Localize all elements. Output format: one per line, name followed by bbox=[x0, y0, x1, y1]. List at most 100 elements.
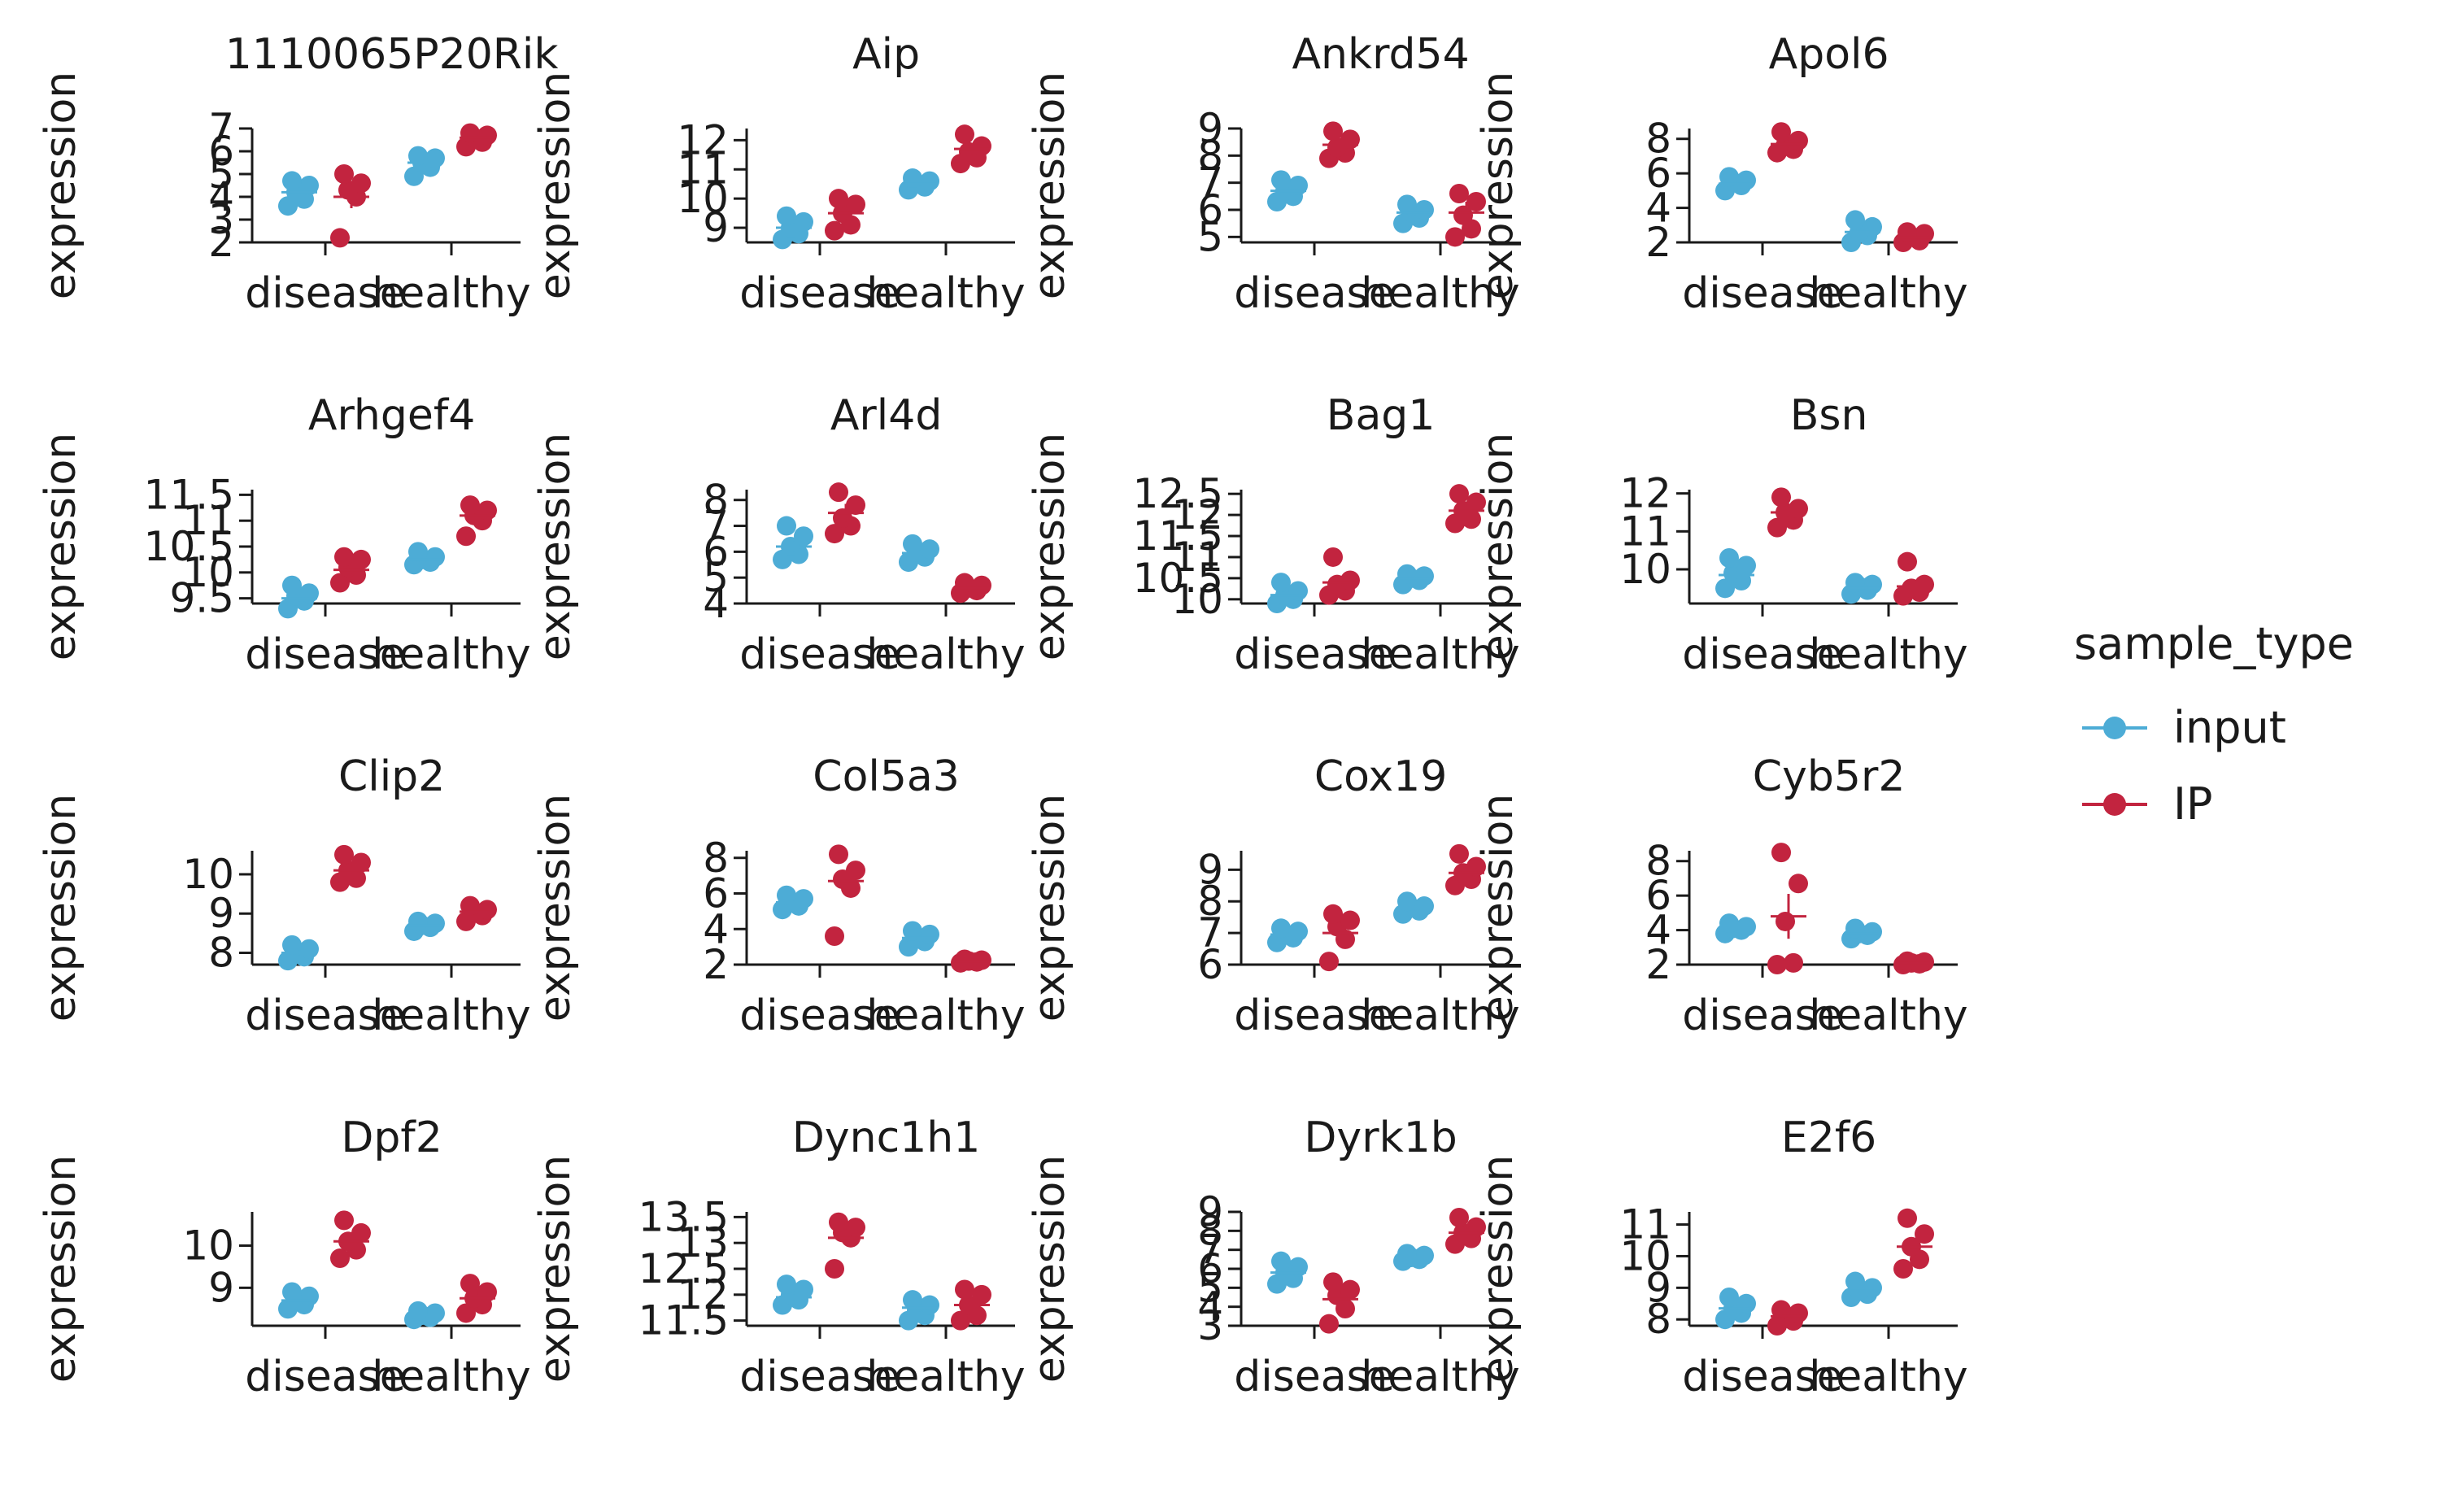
data-point bbox=[1449, 484, 1469, 504]
data-point bbox=[1863, 216, 1882, 237]
data-point bbox=[1340, 129, 1360, 150]
y-tick-label: 6 bbox=[1645, 150, 1671, 197]
data-point bbox=[1719, 1288, 1739, 1307]
data-point bbox=[920, 539, 939, 560]
data-point bbox=[334, 844, 354, 865]
data-point bbox=[1323, 121, 1343, 142]
data-point bbox=[829, 189, 848, 209]
y-axis-label: expression bbox=[1474, 1155, 1523, 1383]
data-point bbox=[1453, 205, 1473, 225]
y-tick-label: 2 bbox=[208, 219, 234, 266]
data-point bbox=[955, 949, 974, 970]
y-axis-label: expression bbox=[1026, 794, 1074, 1022]
data-point bbox=[1340, 1279, 1360, 1300]
y-tick-label: 8 bbox=[1645, 838, 1671, 885]
facet-title: Cyb5r2 bbox=[1753, 752, 1906, 801]
data-point bbox=[1271, 170, 1291, 190]
data-point bbox=[1784, 952, 1803, 973]
data-point bbox=[460, 495, 480, 516]
data-point bbox=[408, 911, 428, 931]
facet-title: Aip bbox=[852, 30, 920, 79]
facet-title: Col5a3 bbox=[813, 752, 960, 801]
data-point bbox=[408, 542, 428, 562]
data-point bbox=[955, 1279, 974, 1300]
data-point bbox=[334, 164, 354, 184]
data-point bbox=[777, 206, 796, 226]
y-tick-label: 4 bbox=[703, 580, 729, 627]
facet-title: Clip2 bbox=[338, 752, 445, 801]
facet-title: Cox19 bbox=[1314, 752, 1447, 801]
data-point bbox=[477, 1282, 497, 1302]
data-point bbox=[1915, 224, 1934, 244]
y-tick-label: 10.5 bbox=[144, 523, 234, 570]
data-point bbox=[1863, 922, 1882, 942]
y-tick-label: 12 bbox=[677, 1271, 729, 1318]
y-tick-label: 10 bbox=[1619, 1232, 1671, 1279]
x-tick-label: disease bbox=[245, 269, 406, 318]
y-tick-label: 11 bbox=[677, 146, 729, 193]
y-tick-label: 4 bbox=[1645, 907, 1671, 954]
data-point bbox=[1736, 556, 1756, 576]
data-point bbox=[1271, 918, 1291, 939]
data-point bbox=[1845, 210, 1865, 230]
y-tick-label: 6 bbox=[1197, 941, 1223, 988]
data-point bbox=[425, 913, 445, 934]
data-point bbox=[477, 125, 497, 146]
x-tick-label: healthy bbox=[372, 269, 530, 318]
facet-title: Dpf2 bbox=[341, 1113, 442, 1162]
data-point bbox=[1323, 547, 1343, 567]
data-point bbox=[1776, 911, 1795, 931]
x-tick-label: healthy bbox=[1361, 269, 1519, 318]
data-point bbox=[794, 889, 813, 909]
y-tick-label: 9 bbox=[208, 1264, 234, 1311]
data-point bbox=[1397, 891, 1417, 912]
x-tick-label: healthy bbox=[1809, 991, 1967, 1040]
y-tick-label: 2 bbox=[703, 941, 729, 988]
y-tick-label: 8 bbox=[1645, 1296, 1671, 1343]
y-tick-label: 11.5 bbox=[1133, 512, 1223, 560]
y-tick-label: 12 bbox=[677, 116, 729, 163]
data-point bbox=[299, 1286, 319, 1306]
y-tick-label: 9 bbox=[1197, 105, 1223, 152]
y-tick-label: 5 bbox=[1197, 1264, 1223, 1311]
y-tick-label: 11 bbox=[1619, 1201, 1671, 1248]
y-tick-label: 8 bbox=[1197, 132, 1223, 179]
y-tick-label: 9 bbox=[703, 204, 729, 251]
data-point bbox=[1767, 955, 1787, 974]
data-point bbox=[794, 526, 813, 547]
x-tick-label: disease bbox=[739, 269, 900, 318]
data-point bbox=[1319, 1314, 1339, 1334]
data-point bbox=[1397, 1244, 1417, 1264]
data-point bbox=[334, 1210, 354, 1231]
data-point bbox=[1414, 566, 1434, 586]
y-tick-label: 3 bbox=[208, 196, 234, 243]
x-tick-label: healthy bbox=[1809, 269, 1967, 318]
data-point bbox=[846, 194, 865, 215]
x-tick-label: healthy bbox=[372, 991, 530, 1040]
data-point bbox=[1736, 1293, 1756, 1314]
x-tick-label: healthy bbox=[1809, 630, 1967, 679]
data-point bbox=[1414, 200, 1434, 220]
facet-title: Dyrk1b bbox=[1304, 1113, 1457, 1162]
data-point bbox=[846, 861, 865, 881]
x-tick-label: healthy bbox=[1361, 991, 1519, 1040]
data-point bbox=[794, 1279, 813, 1300]
data-point bbox=[829, 482, 848, 503]
data-point bbox=[1736, 170, 1756, 190]
data-point bbox=[920, 171, 939, 191]
y-tick-label: 6 bbox=[703, 528, 729, 575]
data-point bbox=[1771, 1300, 1791, 1320]
data-point bbox=[1767, 517, 1787, 538]
y-tick-label: 9 bbox=[1197, 1188, 1223, 1235]
x-tick-label: disease bbox=[1234, 630, 1395, 679]
y-tick-label: 7 bbox=[208, 105, 234, 152]
data-point bbox=[1414, 1245, 1434, 1266]
